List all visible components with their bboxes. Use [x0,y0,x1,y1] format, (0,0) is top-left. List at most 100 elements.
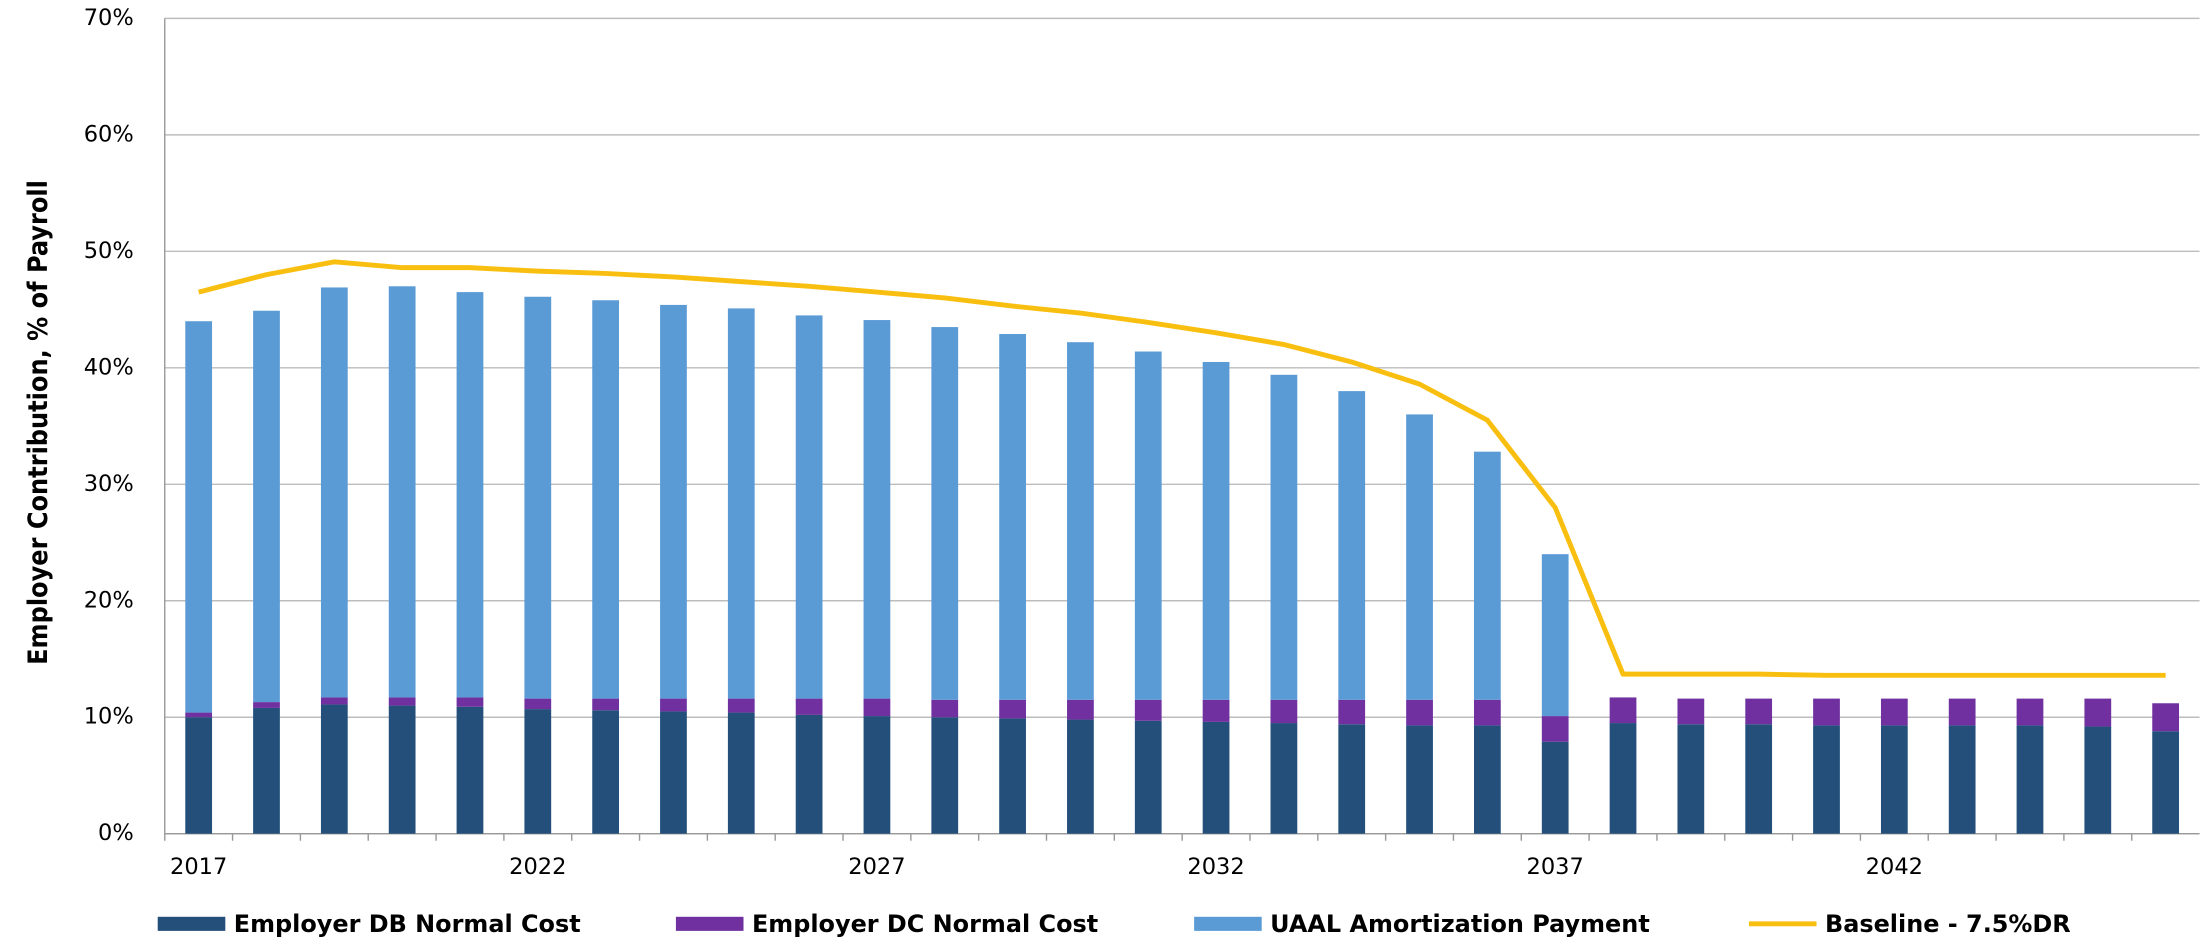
bar-segment [592,710,620,834]
bar-segment [1270,374,1298,700]
bar-segment [2016,698,2044,726]
bar-segment [1134,351,1162,700]
y-tick-label: 50% [84,238,134,264]
bar-segment [1338,391,1366,700]
bar-segment [1270,723,1298,834]
bar-segment [2152,703,2180,732]
bar-segment [524,698,552,710]
bar-segment [524,709,552,834]
legend-swatch [157,916,226,931]
bar-segment [1202,361,1230,700]
bar-segment [795,714,823,834]
bar-segment [1473,451,1501,700]
x-tick-label: 2017 [170,854,227,880]
bar-segment [1338,699,1366,725]
bar-segment [660,304,687,699]
bar-segment [1134,699,1162,721]
x-tick-label: 2042 [1866,854,1923,880]
bar-segment [1406,699,1433,726]
bar-segment [1473,699,1501,726]
bar-segment [1067,719,1094,834]
y-tick-label: 40% [84,354,134,380]
bar-segment [253,702,280,708]
bar-segment [1202,699,1230,722]
bar-segment [253,310,280,703]
bar-segment [320,704,348,834]
bar-segment [999,718,1026,834]
bar-segment [727,308,755,699]
bar-segment [795,315,823,699]
bar-segment [931,327,959,700]
bar-segment [253,707,280,834]
bar-segment [1067,342,1094,700]
legend-label: Employer DB Normal Cost [234,910,581,938]
bar-segment [388,286,416,698]
bar-segment [1270,699,1298,724]
bar-segment [1813,725,1840,834]
x-tick-label: 2037 [1527,854,1584,880]
bar-segment [931,699,959,718]
bar-segment [727,698,755,713]
bar-segment [863,320,891,699]
legend-label: Employer DC Normal Cost [752,910,1098,938]
bar-segment [456,292,484,698]
bar-segment [1880,725,1908,834]
bar-segment [320,287,348,698]
bar-segment [1473,725,1501,834]
bar-segment [388,705,416,834]
bar-segment [2152,731,2180,834]
bar-segment [1609,697,1637,724]
bar-segment [185,712,213,718]
bar-segment [660,711,687,834]
bar-segment [863,698,891,717]
y-tick-label: 30% [84,471,134,497]
bar-segment [2084,726,2112,834]
bar-segment [863,716,891,834]
legend-swatch [1194,916,1262,931]
bar-segment [1067,699,1094,720]
y-axis-title: Employer Contribution, % of Payroll [23,180,54,665]
bar-segment [1745,724,1773,834]
line-series [198,259,2166,678]
bar-segment [727,712,755,834]
bar-segment [1406,725,1433,834]
bar-segment [1677,698,1705,725]
y-tick-label: 20% [84,587,134,613]
bar-segment [1677,724,1705,834]
legend-label: Baseline - 7.5%DR [1825,910,2071,938]
bar-segment [388,697,416,706]
bar-segment [1338,724,1366,834]
bar-segment [1541,554,1569,717]
x-tick-label: 2032 [1187,854,1244,880]
bar-segment [1541,741,1569,834]
bar-segment [456,706,484,834]
bar-segment [1134,720,1162,834]
bar-segment [931,717,959,834]
bar-segment [524,296,552,699]
bar-segment [1202,721,1230,834]
bar-segment [185,717,213,834]
bar-segment [1609,723,1637,834]
y-tick-label: 10% [84,704,134,730]
bar-segment [1948,725,1976,834]
bar-segment [320,697,348,705]
bar-segment [1541,716,1569,742]
bar-segment [2016,725,2044,834]
bar-segment [1813,698,1840,726]
y-tick-label: 60% [84,121,134,147]
x-tick-label: 2022 [509,854,566,880]
bar-segment [592,698,620,711]
bar-segment [185,321,213,713]
legend-label: UAAL Amortization Payment [1270,910,1650,938]
bar-segment [660,698,687,712]
bar-segment [456,697,484,707]
bar-segment [2084,698,2112,727]
bar-segment [999,334,1026,700]
legend-swatch [675,916,744,931]
bar-segment [1406,414,1433,700]
bar-segment [592,300,620,699]
y-tick-label: 70% [84,5,134,31]
bar-segment [1880,698,1908,726]
